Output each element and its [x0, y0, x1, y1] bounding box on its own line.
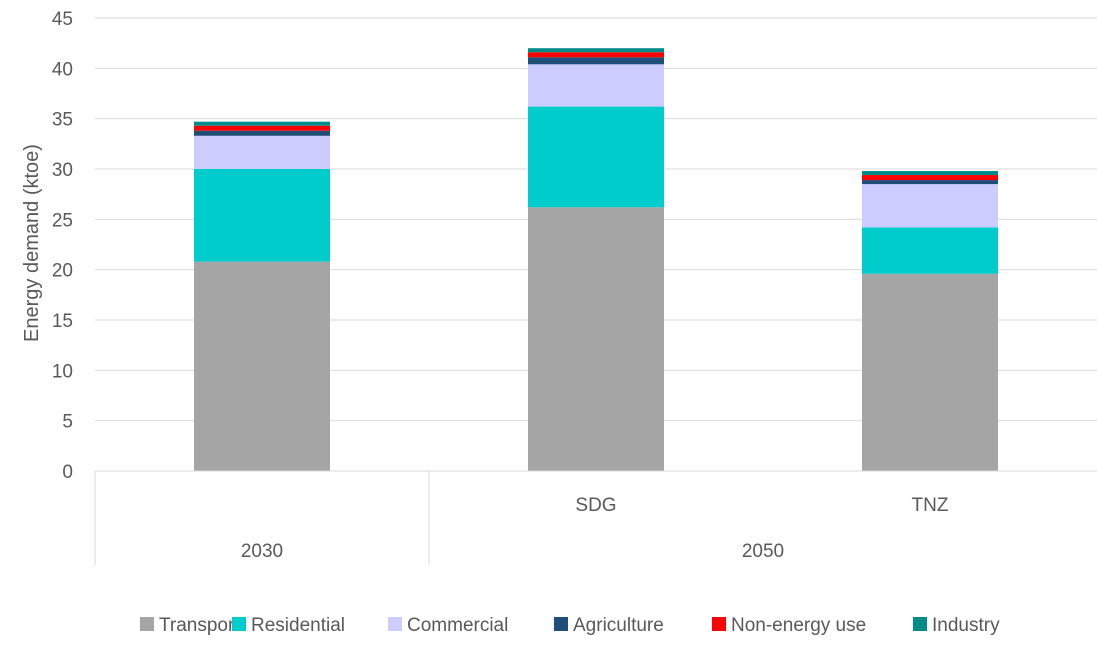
bar-segment-industry — [528, 48, 664, 53]
bars — [194, 48, 998, 471]
y-tick-label: 10 — [52, 361, 73, 382]
legend-label: Industry — [932, 615, 1000, 636]
bar-segment-residential — [862, 227, 998, 274]
y-tick-label: 20 — [52, 261, 73, 282]
bar-segment-commercial — [862, 184, 998, 228]
y-tick-label: 45 — [52, 9, 73, 30]
legend-label: Residential — [251, 615, 345, 636]
legend-label: Agriculture — [573, 615, 664, 636]
legend-swatch — [712, 617, 726, 631]
legend-label: Non-energy use — [731, 615, 866, 636]
legend-item: Non-energy use — [712, 615, 866, 636]
legend-item: Transport — [140, 615, 240, 636]
y-axis-title: Energy demand (ktoe) — [21, 144, 43, 342]
y-tick-label: 15 — [52, 311, 73, 332]
x-group-label: 2030 — [241, 541, 283, 562]
bar-segment-non-energy-use — [194, 125, 330, 131]
bar-segment-non-energy-use — [862, 175, 998, 181]
legend: Transport Residential Commercial Agricultur… — [140, 615, 1000, 636]
legend-item: Residential — [232, 615, 345, 636]
bar-segment-agriculture — [528, 57, 664, 65]
y-tick-label: 25 — [52, 210, 73, 231]
bar-segment-commercial — [528, 64, 664, 107]
legend-swatch — [913, 617, 927, 631]
bar-segment-agriculture — [194, 130, 330, 136]
legend-item: Agriculture — [554, 615, 664, 636]
bar-segment-agriculture — [862, 180, 998, 185]
x-category-label: TNZ — [912, 495, 949, 516]
axes: 0 5 10 15 20 25 30 35 40 45 SDG TNZ 2030 2050 — [52, 9, 1097, 565]
legend-label: Transport — [159, 615, 240, 636]
legend-swatch — [388, 617, 402, 631]
legend-swatch — [232, 617, 246, 631]
bar-segment-industry — [194, 121, 330, 126]
bar-segment-transport — [528, 207, 664, 471]
legend-label: Commercial — [407, 615, 508, 636]
legend-swatch — [554, 617, 568, 631]
y-tick-label: 35 — [52, 110, 73, 131]
y-tick-label: 0 — [62, 462, 73, 483]
bar-segment-residential — [194, 169, 330, 262]
x-category-label: SDG — [575, 495, 616, 516]
bar-segment-commercial — [194, 135, 330, 169]
bar-segment-transport — [194, 261, 330, 471]
y-tick-label: 5 — [62, 412, 73, 433]
bar-segment-transport — [862, 273, 998, 471]
bar-segment-residential — [528, 106, 664, 208]
bar-segment-non-energy-use — [528, 52, 664, 58]
legend-swatch — [140, 617, 154, 631]
bar-segment-industry — [862, 171, 998, 176]
y-tick-label: 40 — [52, 59, 73, 80]
legend-item: Commercial — [388, 615, 508, 636]
legend-item: Industry — [913, 615, 1000, 636]
y-tick-label: 30 — [52, 160, 73, 181]
x-group-label: 2050 — [742, 541, 784, 562]
